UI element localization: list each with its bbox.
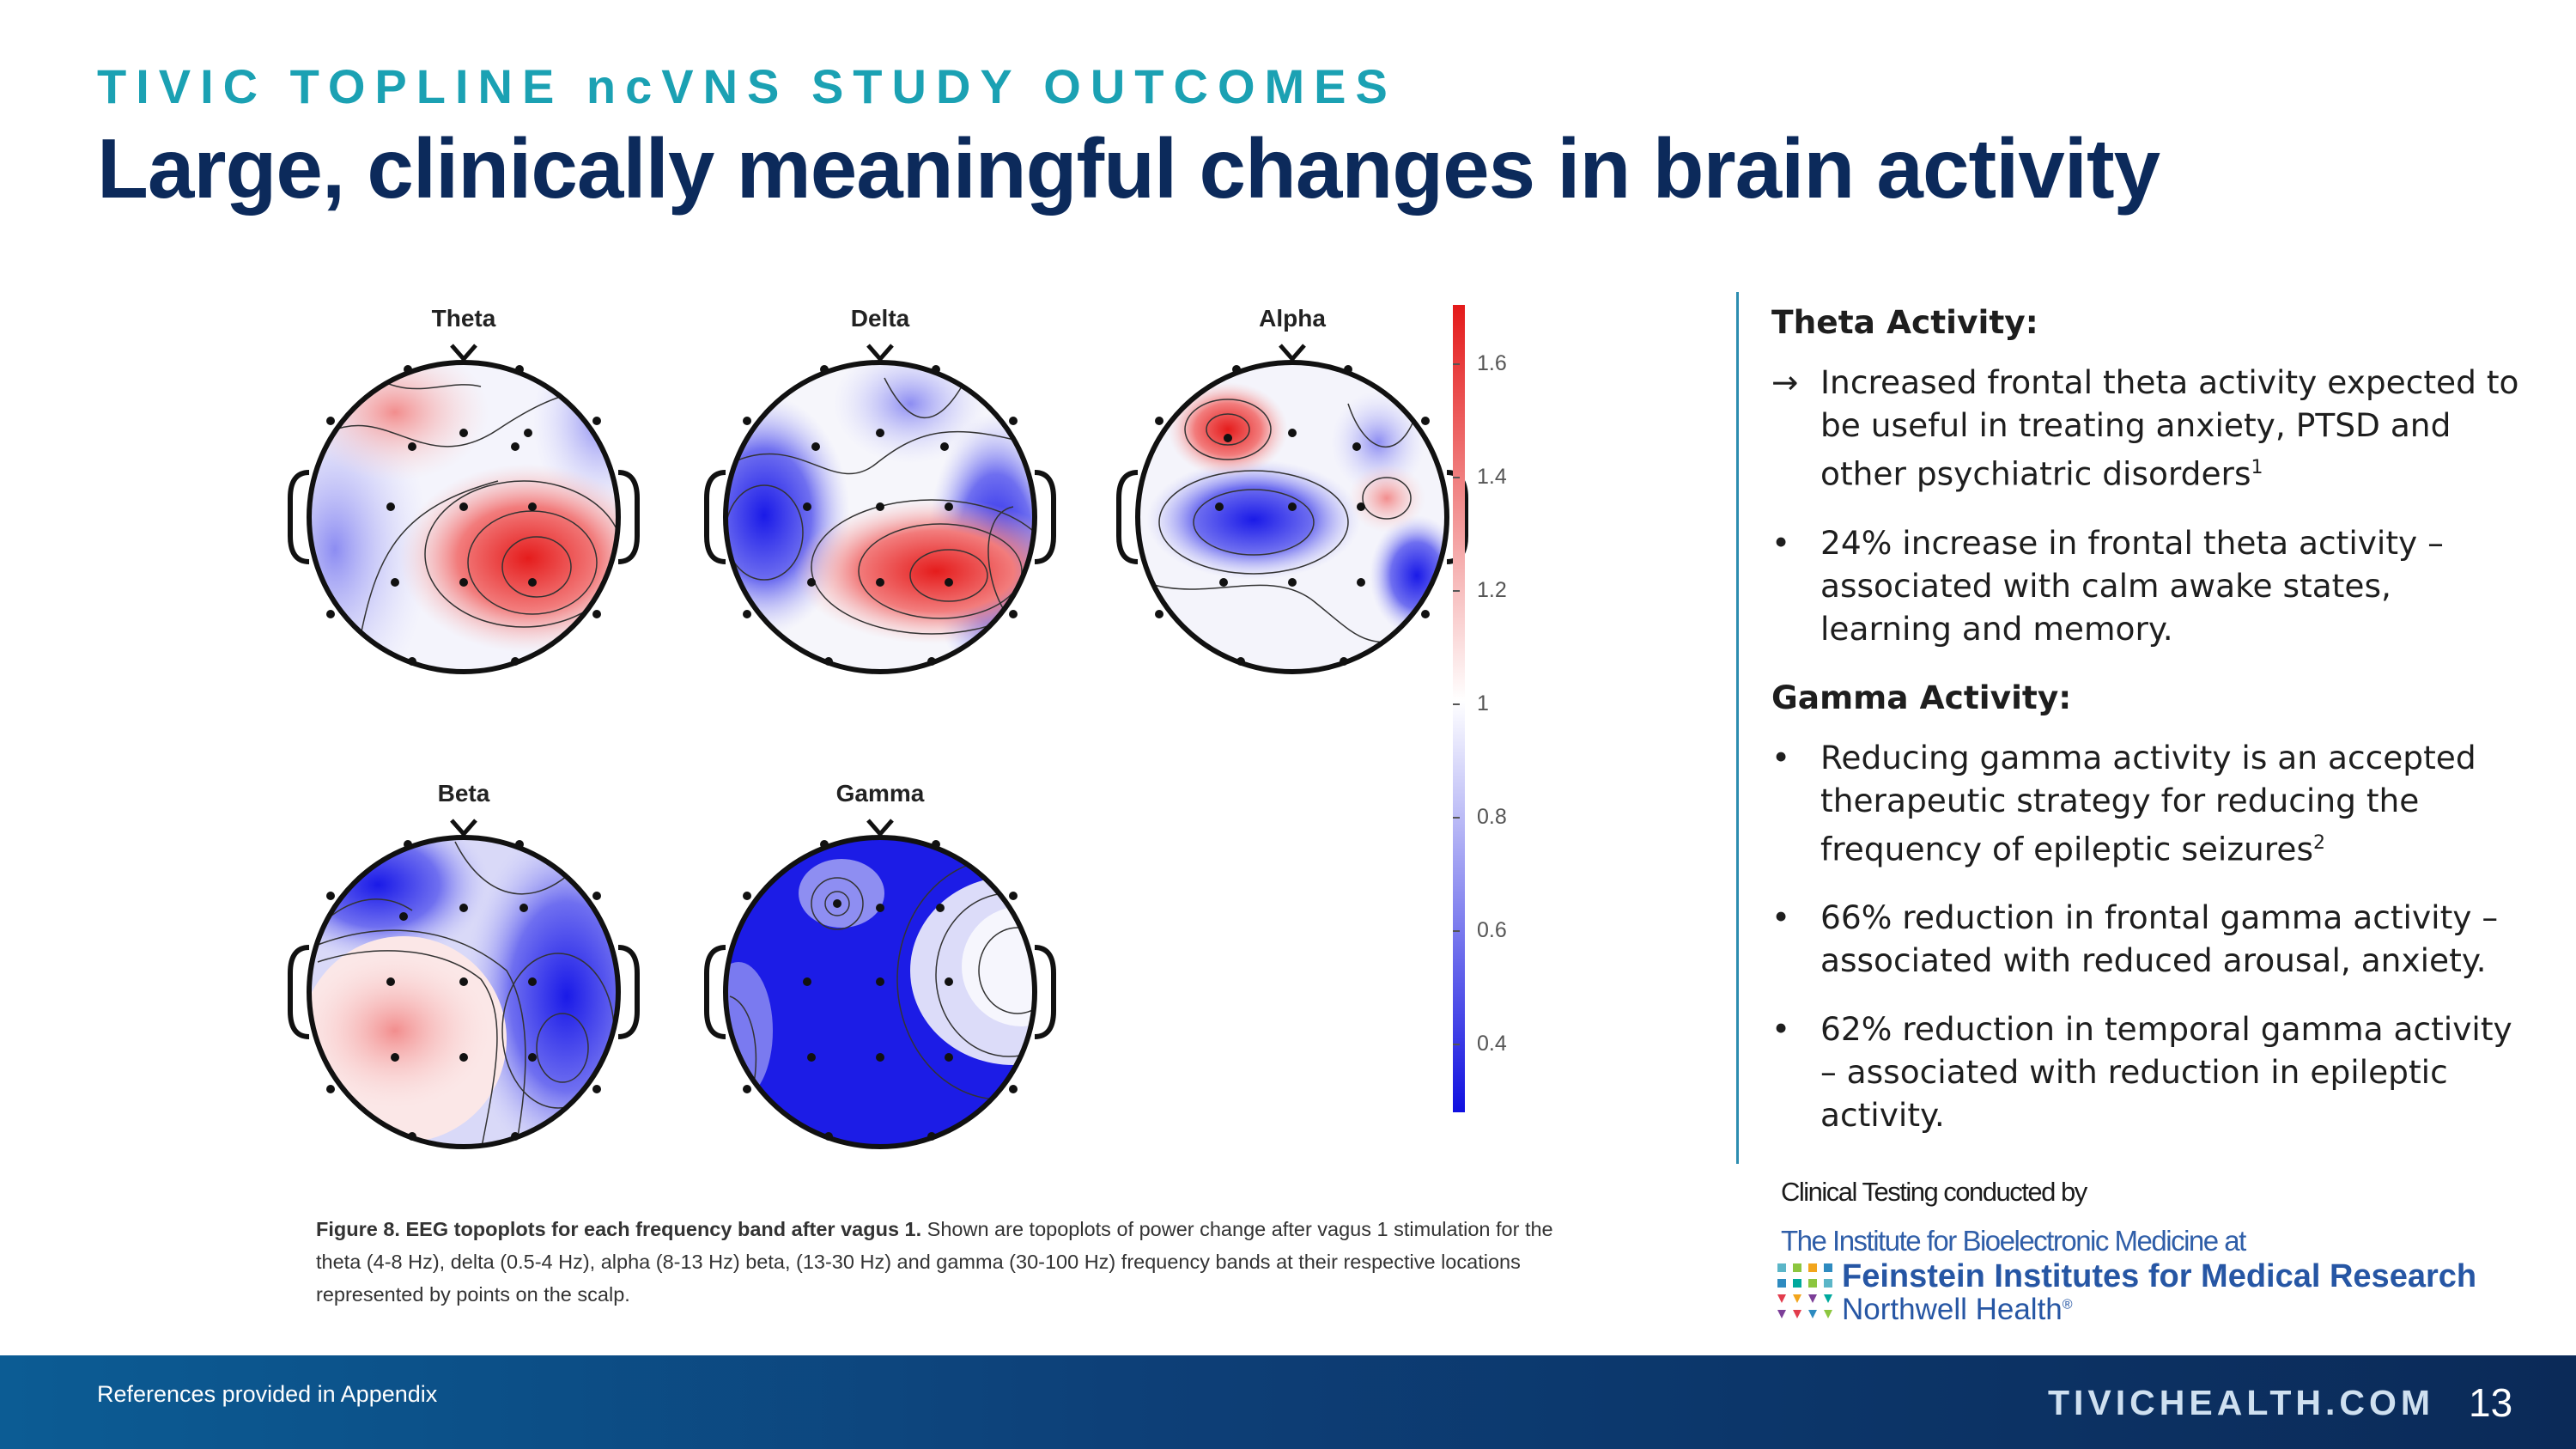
slide-title: Large, clinically meaningful changes in …: [97, 121, 2160, 216]
theta-heading: Theta Activity:: [1771, 303, 2038, 341]
theta-finding-2: • 24% increase in frontal theta activity…: [1771, 521, 2527, 650]
section-kicker: TIVIC TOPLINE ncVNS STUDY OUTCOMES: [97, 59, 1397, 113]
topoplot-label-alpha: Alpha: [1259, 305, 1326, 332]
colorbar: [1453, 305, 1465, 1112]
topoplot-gamma: Gamma: [704, 780, 1056, 1149]
colorbar-tick: 1.2: [1477, 578, 1507, 602]
gamma-finding-3: • 62% reduction in temporal gamma activi…: [1771, 1008, 2527, 1136]
colorbar-tick: 0.8: [1477, 805, 1507, 829]
colorbar-tick: 1: [1477, 691, 1489, 715]
gamma-finding-2: • 66% reduction in frontal gamma activit…: [1771, 896, 2527, 982]
topoplot-label-gamma: Gamma: [836, 780, 925, 807]
findings-panel: Theta Activity: → Increased frontal thet…: [1771, 301, 2527, 1162]
northwell-name-text: Northwell Health: [1842, 1293, 2063, 1326]
footer-bar: References provided in Appendix TIVICHEA…: [0, 1355, 2576, 1449]
topoplot-beta: Beta: [288, 780, 640, 1149]
colorbar-tick: 1.4: [1477, 465, 1507, 489]
registered-mark: ®: [2062, 1297, 2073, 1312]
footnote-ref: 1: [2251, 457, 2263, 478]
theta-finding-1: → Increased frontal theta activity expec…: [1771, 361, 2527, 496]
website-link[interactable]: TIVICHEALTH.COM: [2048, 1383, 2435, 1422]
colorbar-tick: 0.6: [1477, 918, 1507, 942]
figure-caption: Figure 8. EEG topoplots for each frequen…: [316, 1213, 1570, 1311]
bullet-icon: •: [1771, 1010, 1791, 1048]
figure-caption-text: Shown are topoplots of power change afte…: [316, 1218, 1553, 1306]
credit-line-2: The Institute for Bioelectronic Medicine…: [1781, 1225, 2246, 1257]
bullet-icon: •: [1771, 898, 1791, 936]
theta-finding-1-text: Increased frontal theta activity expecte…: [1820, 363, 2519, 493]
footnote-ref: 2: [2313, 831, 2325, 854]
credit-line-1: Clinical Testing conducted by: [1781, 1177, 2087, 1207]
bullet-icon: •: [1771, 523, 1791, 562]
topoplot-label-delta: Delta: [851, 305, 910, 332]
gamma-heading: Gamma Activity:: [1771, 678, 2072, 716]
topoplot-label-theta: Theta: [432, 305, 496, 332]
gamma-finding-1-text: Reducing gamma activity is an accepted t…: [1820, 738, 2476, 868]
vertical-divider: [1736, 292, 1739, 1164]
topoplot-delta: Delta: [704, 305, 1056, 674]
colorbar-tick: 1.6: [1477, 351, 1507, 375]
gamma-finding-3-text: 62% reduction in temporal gamma activity…: [1820, 1010, 2512, 1134]
gamma-finding-2-text: 66% reduction in frontal gamma activity …: [1820, 898, 2499, 979]
topoplot-alpha: Alpha: [1116, 305, 1468, 674]
colorbar-tick: 0.4: [1477, 1032, 1507, 1056]
topoplot-theta: Theta: [288, 305, 640, 674]
clinical-credit: Clinical Testing conducted by The Instit…: [1781, 1177, 2246, 1257]
bullet-icon: •: [1771, 738, 1791, 776]
eeg-topoplot-figure: Theta De: [288, 305, 1468, 1149]
feinstein-mark-icon: [1777, 1263, 1832, 1318]
feinstein-name: Feinstein Institutes for Medical Researc…: [1842, 1258, 2477, 1294]
gamma-finding-1: • Reducing gamma activity is an accepted…: [1771, 736, 2527, 871]
theta-finding-2-text: 24% increase in frontal theta activity –…: [1820, 523, 2444, 648]
references-note: References provided in Appendix: [97, 1381, 438, 1407]
arrow-right-icon: →: [1771, 363, 1799, 401]
figure-caption-title: Figure 8. EEG topoplots for each frequen…: [316, 1218, 922, 1240]
page-number: 13: [2469, 1380, 2513, 1425]
topoplot-label-beta: Beta: [438, 780, 490, 807]
northwell-name: Northwell Health®: [1842, 1293, 2073, 1327]
